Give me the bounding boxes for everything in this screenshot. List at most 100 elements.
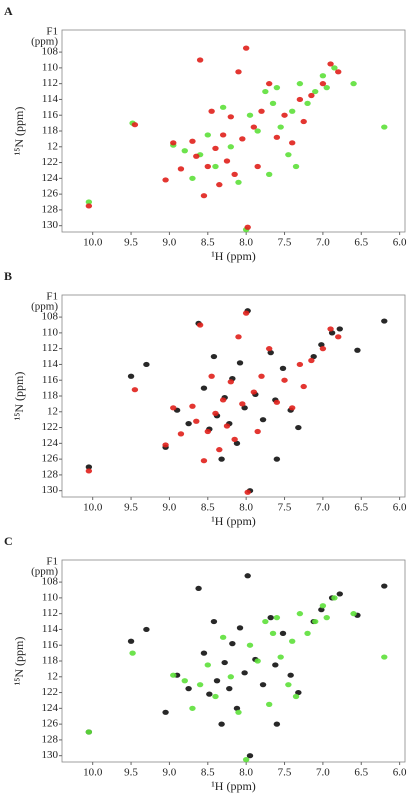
peak	[289, 140, 296, 146]
peak	[236, 360, 244, 366]
peak	[213, 678, 221, 684]
y-tick-label: 12	[47, 670, 58, 682]
y-tick-label: 122	[42, 686, 59, 698]
peak	[285, 152, 292, 158]
peak	[289, 108, 296, 114]
x-tick-label: 9.5	[124, 237, 138, 249]
peak	[233, 705, 241, 711]
peak	[312, 88, 319, 95]
peak	[219, 634, 227, 640]
peak	[265, 81, 273, 87]
peak	[177, 431, 185, 437]
y-unit-label: (ppm)	[31, 301, 58, 313]
peak	[239, 136, 246, 142]
peak	[218, 721, 225, 727]
peak	[216, 182, 223, 188]
peak	[295, 689, 302, 696]
peak	[189, 175, 196, 181]
panel-label: A	[4, 4, 13, 18]
peak	[204, 428, 211, 435]
peak	[310, 353, 317, 360]
x-tick-label: 6.0	[393, 502, 407, 514]
peak	[129, 650, 136, 656]
y-tick-label: 12	[47, 405, 58, 417]
plot-frame	[61, 29, 406, 233]
peak	[246, 112, 254, 118]
x-axis-title: ¹H (ppm)	[211, 514, 256, 528]
peak	[295, 424, 302, 431]
peak	[254, 128, 261, 134]
x-tick-label: 9.0	[163, 767, 177, 779]
x-tick-label: 6.0	[393, 767, 407, 779]
peak	[312, 618, 319, 625]
panel-label: C	[4, 534, 13, 548]
y-tick-label: 114	[42, 358, 59, 370]
peak	[258, 373, 265, 379]
x-tick-label: 10.0	[83, 237, 103, 249]
peak	[223, 158, 231, 164]
y-tick-label: 112	[42, 342, 58, 354]
peak	[244, 489, 251, 495]
peak	[327, 326, 334, 332]
peak	[254, 658, 261, 664]
peak	[200, 385, 208, 391]
y-tick-label: 128	[42, 733, 59, 745]
peak	[254, 163, 261, 170]
x-tick-label: 6.5	[354, 767, 368, 779]
peak	[227, 379, 235, 385]
plot-frame	[61, 559, 406, 763]
peak	[262, 618, 269, 625]
peak	[296, 611, 304, 617]
peak	[300, 383, 307, 390]
x-tick-label: 10.0	[83, 502, 103, 514]
peak	[254, 428, 261, 435]
peak	[323, 85, 330, 91]
peak	[235, 334, 242, 340]
y-tick-label: 12	[47, 140, 58, 152]
peak	[196, 322, 204, 328]
peak	[296, 361, 304, 368]
peak	[231, 436, 238, 442]
y-unit-label: (ppm)	[31, 566, 58, 578]
peak	[219, 132, 227, 138]
peak	[170, 672, 177, 678]
y-tick-label: 108	[42, 576, 59, 588]
y-tick-label: 126	[42, 453, 59, 465]
y-unit-label: F1	[46, 26, 58, 38]
peak	[241, 670, 248, 676]
y-tick-label: 118	[42, 390, 59, 402]
peak	[308, 357, 315, 364]
y-tick-label: 130	[42, 749, 59, 761]
peak	[185, 421, 192, 427]
peak	[300, 118, 307, 125]
peak	[227, 114, 235, 120]
peak	[319, 73, 327, 79]
peak	[162, 442, 169, 448]
y-tick-label: 130	[42, 484, 59, 496]
peak	[258, 108, 265, 114]
peak	[170, 405, 177, 411]
y-unit-label: F1	[46, 291, 58, 303]
peak	[304, 100, 311, 106]
peak	[331, 65, 338, 71]
peak	[200, 193, 208, 199]
peak	[273, 456, 281, 462]
peak	[241, 405, 248, 411]
peak	[189, 403, 196, 409]
y-tick-label: 110	[42, 61, 59, 73]
peak	[292, 693, 300, 700]
peak	[196, 57, 204, 63]
peak	[185, 686, 192, 692]
peak	[259, 417, 267, 423]
peak	[269, 630, 277, 636]
x-tick-label: 9.5	[124, 767, 138, 779]
peak	[181, 148, 188, 154]
peak	[219, 104, 227, 110]
peak	[381, 318, 388, 324]
peak	[308, 92, 315, 99]
plot-frame	[61, 294, 406, 498]
peak	[381, 654, 388, 660]
y-tick-label: 122	[42, 421, 59, 433]
peak	[85, 464, 93, 470]
y-tick-label: 126	[42, 718, 59, 730]
